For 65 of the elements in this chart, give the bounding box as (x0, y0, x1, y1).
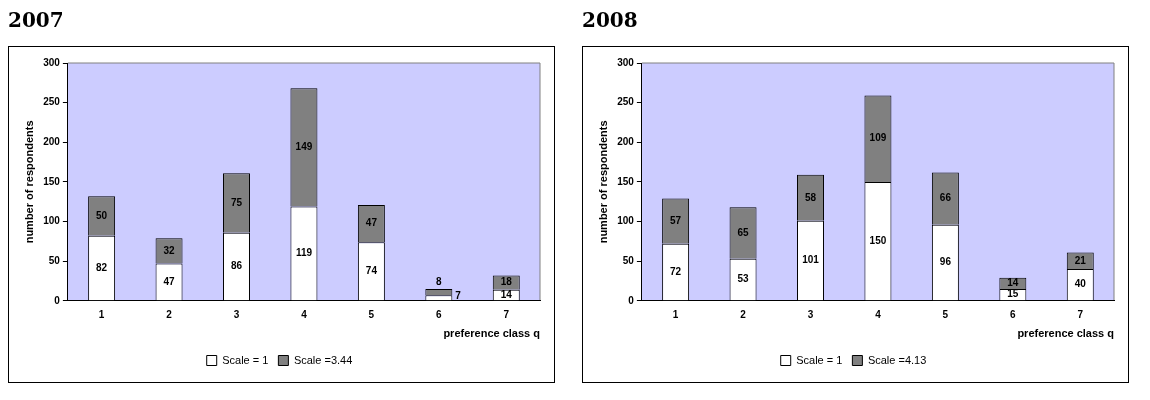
data-label: 47 (163, 275, 176, 287)
y-tick-label: 0 (54, 294, 61, 306)
y-tick-label: 300 (617, 56, 635, 68)
data-label: 18 (500, 276, 513, 288)
y-tick-label: 50 (622, 254, 635, 266)
data-label: 47 (365, 217, 378, 229)
data-label: 150 (869, 234, 887, 246)
data-label: 14 (1007, 277, 1019, 289)
x-tick-label: 1 (672, 308, 679, 320)
x-tick-label: 1 (98, 308, 105, 320)
x-tick-label: 3 (233, 308, 240, 320)
x-tick-label: 7 (503, 308, 510, 320)
x-tick-label: 5 (368, 308, 375, 320)
data-label: 82 (96, 261, 108, 273)
data-label: 40 (1074, 278, 1087, 290)
y-tick-label: 100 (43, 215, 61, 227)
y-axis-title: number of respondents (596, 120, 609, 244)
y-tick-label: 200 (43, 136, 61, 148)
y-tick-label: 250 (43, 96, 61, 108)
data-label: 65 (737, 226, 750, 238)
x-tick-label: 4 (875, 308, 882, 320)
x-tick-label: 2 (166, 308, 173, 320)
y-tick-label: 50 (48, 254, 61, 266)
y-axis-title: number of respondents (22, 120, 35, 244)
data-label: 8 (436, 275, 443, 287)
data-label: 21 (1074, 254, 1087, 266)
y-tick-label: 100 (617, 215, 635, 227)
data-label: 96 (939, 256, 952, 268)
data-label: 32 (163, 244, 176, 256)
data-label: 109 (869, 132, 887, 144)
data-label: 75 (230, 196, 243, 208)
data-label: 86 (230, 260, 243, 272)
data-label: 53 (737, 273, 750, 285)
data-label: 74 (365, 264, 378, 276)
chart-title: 2008 (582, 8, 639, 34)
x-axis-title: preference class q (1017, 327, 1114, 340)
legend-label: Scale =3.44 (293, 353, 353, 366)
data-label: 101 (802, 254, 820, 266)
legend-label: Scale = 1 (222, 353, 269, 366)
data-label: 72 (670, 265, 682, 277)
legend-label: Scale =4.13 (867, 353, 927, 366)
data-label: 66 (939, 192, 952, 204)
y-tick-label: 150 (617, 175, 635, 187)
y-tick-label: 0 (628, 294, 635, 306)
data-label: 57 (670, 214, 682, 226)
data-label: 14 (500, 288, 513, 300)
x-tick-label: 4 (301, 308, 308, 320)
chart-title: 2007 (8, 8, 65, 34)
data-label: 149 (295, 141, 313, 153)
x-axis-title: preference class q (443, 327, 540, 340)
x-tick-label: 5 (942, 308, 949, 320)
x-tick-label: 6 (1010, 308, 1017, 320)
y-tick-label: 200 (617, 136, 635, 148)
x-tick-label: 7 (1077, 308, 1084, 320)
x-tick-label: 6 (436, 308, 443, 320)
data-label: 58 (804, 191, 817, 203)
legend-label: Scale = 1 (796, 353, 843, 366)
y-tick-label: 150 (43, 175, 61, 187)
data-label: 119 (295, 247, 313, 259)
x-tick-label: 3 (807, 308, 814, 320)
y-tick-label: 250 (617, 96, 635, 108)
y-tick-label: 300 (43, 56, 61, 68)
x-tick-label: 2 (740, 308, 747, 320)
data-label: 7 (455, 289, 462, 301)
data-label: 50 (96, 209, 108, 221)
